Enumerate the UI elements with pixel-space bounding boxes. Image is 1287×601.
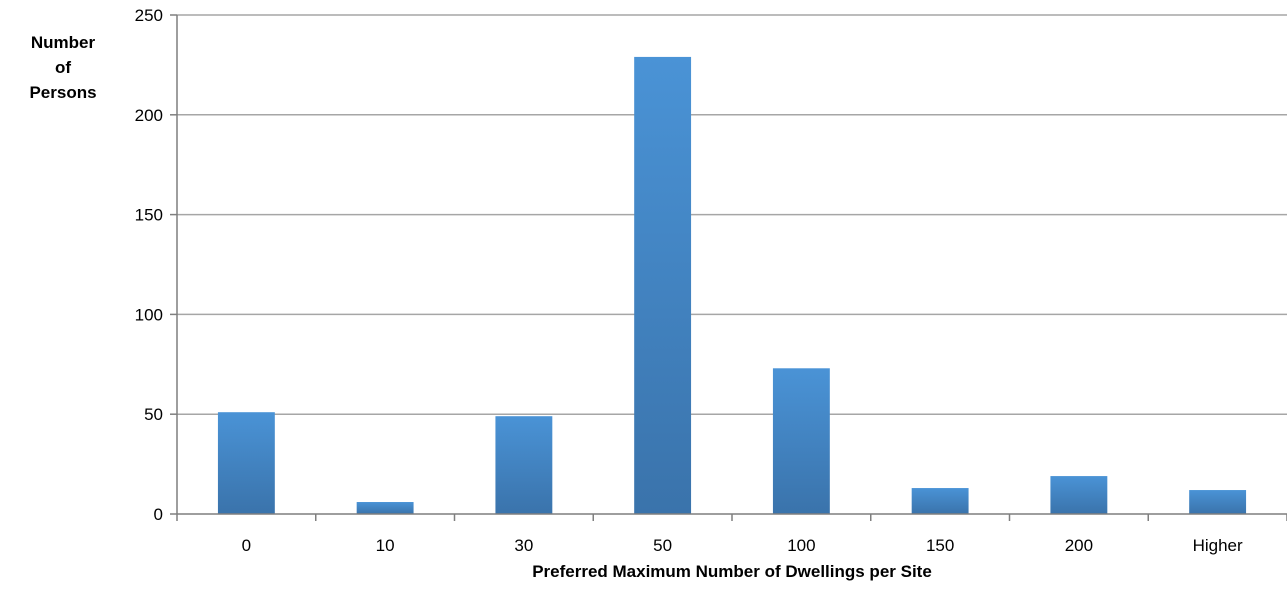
gridlines — [177, 14, 1287, 415]
bars — [217, 56, 1247, 514]
x-tick-label: 100 — [787, 536, 815, 555]
y-tick-label: 250 — [135, 6, 163, 25]
bar-200 — [1050, 476, 1108, 514]
bar-50 — [634, 56, 692, 514]
y-tick-label: 100 — [135, 305, 163, 324]
y-axis-label-line-3: Persons — [29, 83, 97, 102]
y-axis-label-line-2: of — [54, 58, 72, 77]
y-axis-label: Number of Persons — [20, 30, 106, 105]
bar-0 — [217, 412, 275, 514]
tick-labels: 0 50 100 150 200 250 0 10 30 50 100 150 200 Higher — [135, 6, 1243, 555]
x-tick-label: 30 — [514, 536, 533, 555]
x-tick-label: 50 — [653, 536, 672, 555]
x-tick-label: 200 — [1065, 536, 1093, 555]
x-axis-label: Preferred Maximum Number of Dwellings pe… — [532, 562, 932, 581]
y-tick-label: 150 — [135, 206, 163, 225]
y-tick-label: 50 — [144, 405, 163, 424]
y-tick-label: 200 — [135, 106, 163, 125]
bar-10 — [356, 502, 414, 514]
x-tick-label: 10 — [376, 536, 395, 555]
bar-100 — [772, 368, 830, 514]
x-tick-label: Higher — [1193, 536, 1243, 555]
axes — [170, 14, 1287, 521]
y-axis-label-line-1: Number — [30, 33, 96, 52]
bar-150 — [911, 488, 969, 514]
bar-30 — [495, 416, 553, 514]
x-tick-label: 0 — [242, 536, 251, 555]
y-tick-label: 0 — [154, 505, 163, 524]
bar-higher — [1189, 490, 1247, 514]
x-tick-label: 150 — [926, 536, 954, 555]
